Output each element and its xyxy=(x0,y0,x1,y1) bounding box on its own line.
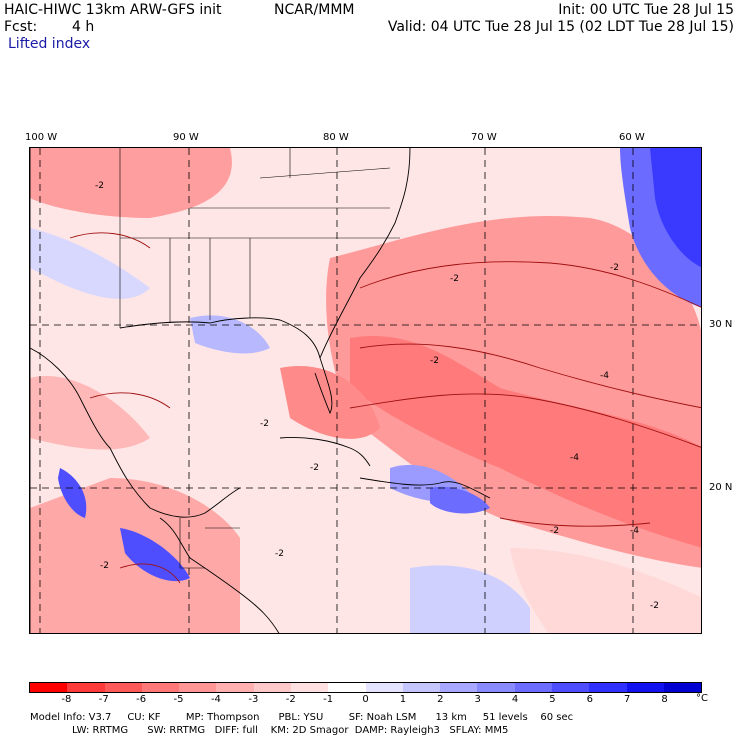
lon-label-100w: 100 W xyxy=(25,132,58,143)
contour-label: -2 xyxy=(100,561,109,571)
colorbar-segment xyxy=(477,683,515,692)
lon-label-90w: 90 W xyxy=(173,132,199,143)
colorbar-segment xyxy=(141,683,180,692)
colorbar-segment xyxy=(589,683,627,692)
field-red-northwest xyxy=(30,148,232,218)
contour-label: -2 xyxy=(310,463,319,473)
colorbar-segment xyxy=(30,683,68,692)
colorbar-tick-label: -3 xyxy=(248,694,259,705)
political-borders xyxy=(119,148,400,569)
colorbar-tick-label: 1 xyxy=(399,694,407,705)
colorbar-segment xyxy=(663,683,702,692)
colorbar-tick-label: -4 xyxy=(210,694,221,705)
colorbar-tick-label: 6 xyxy=(586,694,594,705)
colorbar-tick-label: -1 xyxy=(323,694,334,705)
colorbar-tick-label: 3 xyxy=(474,694,481,705)
colorbar-segment xyxy=(216,683,254,692)
contour-label: -2 xyxy=(610,263,619,273)
forecast-label: Fcst: xyxy=(4,19,38,35)
colorbar-tick-label: 2 xyxy=(437,694,444,705)
field-light-blue-southatl xyxy=(410,565,530,633)
contour-label: -4 xyxy=(630,526,639,536)
lon-label-60w: 60 W xyxy=(619,132,645,143)
contour-label: -2 xyxy=(95,181,104,191)
colorbar-segment xyxy=(253,683,291,692)
colorbar-tick-label: 8 xyxy=(661,694,668,705)
colorbar-segment xyxy=(626,683,664,692)
contour-label: -2 xyxy=(450,274,459,284)
colorbar-segment xyxy=(67,683,105,692)
lat-label-20n: 20 N xyxy=(709,482,733,493)
field-name: Lifted index xyxy=(8,36,91,52)
contour-label: -2 xyxy=(430,356,439,366)
contour-label: -2 xyxy=(550,526,559,536)
colorbar-tick-label: -8 xyxy=(61,694,72,705)
field-red-gulf-east xyxy=(280,366,380,439)
field-blue-northeast-core xyxy=(650,148,701,267)
lon-label-80w: 80 W xyxy=(323,132,349,143)
colorbar-tick-label: -7 xyxy=(98,694,109,705)
colorbar-unit: °C xyxy=(696,693,708,704)
colorbar-segment xyxy=(514,683,552,692)
colorbar-ticks: -8 -7 -6 -5 -4 -3 -2 -1 0 1 2 3 4 5 6 7 8 xyxy=(29,694,702,706)
contour-label: -4 xyxy=(570,453,579,463)
agency-label: NCAR/MMM xyxy=(274,2,355,18)
model-info-line2: LW: RRTMG SW: RRTMG DIFF: full KM: 2D Sm… xyxy=(72,725,509,736)
colorbar-segment xyxy=(440,683,478,692)
field-white-southeast xyxy=(510,548,701,633)
lifted-index-map: -2 -2 -2 -2 -2 -4 -4 -2 -2 -2 -4 -2 -2 xyxy=(29,147,702,634)
colorbar-segment xyxy=(104,683,142,692)
forecast-hours: 4 h xyxy=(72,19,95,35)
field-blue-central-america xyxy=(120,528,190,582)
contour-label: -2 xyxy=(650,601,659,611)
colorbar-segment xyxy=(402,683,441,692)
colorbar-tick-label: 5 xyxy=(549,694,556,705)
colorbar-segment xyxy=(179,683,217,692)
model-info-line1: Model Info: V3.7 CU: KF MP: Thompson PBL… xyxy=(30,712,574,723)
init-time: Init: 00 UTC Tue 28 Jul 15 xyxy=(558,2,734,18)
colorbar-segment xyxy=(328,683,366,692)
colorbar-tick-label: -6 xyxy=(136,694,147,705)
lat-label-30n: 30 N xyxy=(709,319,733,330)
contour-label: -4 xyxy=(600,371,609,381)
model-title: HAIC-HIWC 13km ARW-GFS init xyxy=(4,2,222,18)
colorbar-segment xyxy=(290,683,329,692)
colorbar-tick-label: 0 xyxy=(362,694,369,705)
colorbar-tick-label: 4 xyxy=(511,694,519,705)
colorbar-tick-label: -5 xyxy=(173,694,184,705)
contours xyxy=(69,232,701,584)
graticule xyxy=(30,148,701,633)
contour-label: -2 xyxy=(260,419,269,429)
colorbar-segment xyxy=(365,683,403,692)
colorbar-segment xyxy=(551,683,590,692)
field-blue-hispaniola xyxy=(430,486,490,514)
field-strong-red-core xyxy=(350,336,701,548)
contour-label: -2 xyxy=(275,549,284,559)
colorbar-tick-label: 7 xyxy=(624,694,631,705)
colorbar-tick-label: -2 xyxy=(285,694,296,705)
lon-label-70w: 70 W xyxy=(471,132,497,143)
valid-time: Valid: 04 UTC Tue 28 Jul 15 (02 LDT Tue … xyxy=(387,19,734,35)
field-blue-gulf-west xyxy=(58,468,87,518)
colorbar xyxy=(29,682,702,693)
field-red-mexico xyxy=(30,376,150,450)
